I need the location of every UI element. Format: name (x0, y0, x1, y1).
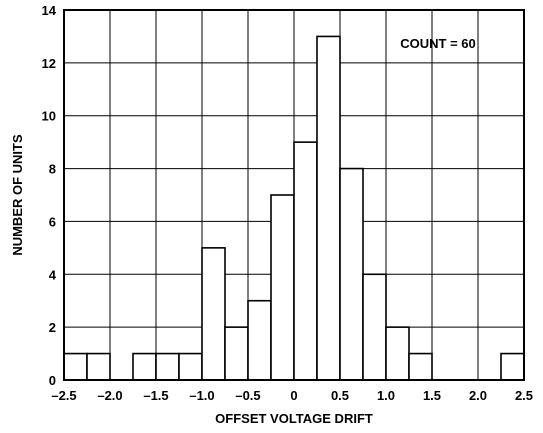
x-tick-labels: –2.5 –2.0 –1.5 –1.0 –0.5 0 0.5 1.0 1.5 2.0 2.5 (51, 388, 533, 403)
histogram-bar (362, 273, 387, 381)
y-tick-label: 10 (42, 109, 56, 124)
histogram-bar (385, 326, 410, 381)
y-tick-labels: 0 2 4 6 8 10 12 14 (42, 3, 57, 388)
x-tick-label: 2.0 (469, 388, 487, 403)
y-tick-label: 2 (49, 320, 56, 335)
histogram-bar (132, 352, 157, 381)
histogram-bar (500, 352, 525, 381)
count-annotation: COUNT = 60 (400, 36, 476, 51)
y-tick-label: 0 (49, 373, 56, 388)
histogram-bar (316, 35, 341, 381)
histogram-bar (247, 299, 272, 381)
histogram-bar (293, 141, 318, 381)
x-tick-label: –1.5 (143, 388, 168, 403)
x-tick-label: –0.5 (235, 388, 260, 403)
histogram-bar (63, 352, 88, 381)
y-axis-title: NUMBER OF UNITS (10, 134, 25, 256)
x-axis-title: OFFSET VOLTAGE DRIFT (215, 411, 373, 426)
histogram-bar (408, 352, 433, 381)
y-tick-label: 8 (49, 162, 56, 177)
x-tick-label: –2.5 (51, 388, 76, 403)
histogram-bars (63, 35, 525, 381)
x-tick-label: 2.5 (515, 388, 533, 403)
x-tick-label: 0.5 (331, 388, 349, 403)
histogram-bar (178, 352, 203, 381)
histogram-bar (201, 247, 226, 381)
histogram-bar (270, 194, 295, 381)
x-tick-label: –2.0 (97, 388, 122, 403)
histogram-bar (155, 352, 180, 381)
y-tick-label: 14 (42, 3, 57, 18)
x-tick-label: 1.0 (377, 388, 395, 403)
y-tick-label: 6 (49, 214, 56, 229)
x-tick-label: 1.5 (423, 388, 441, 403)
plot-frame (63, 9, 525, 381)
x-tick-label: –1.0 (189, 388, 214, 403)
histogram-bar (86, 352, 111, 381)
x-tick-label: 0 (290, 388, 297, 403)
y-tick-label: 4 (49, 267, 57, 282)
y-tick-label: 12 (42, 56, 56, 71)
histogram-bar (339, 167, 364, 381)
histogram-bar (224, 326, 249, 381)
